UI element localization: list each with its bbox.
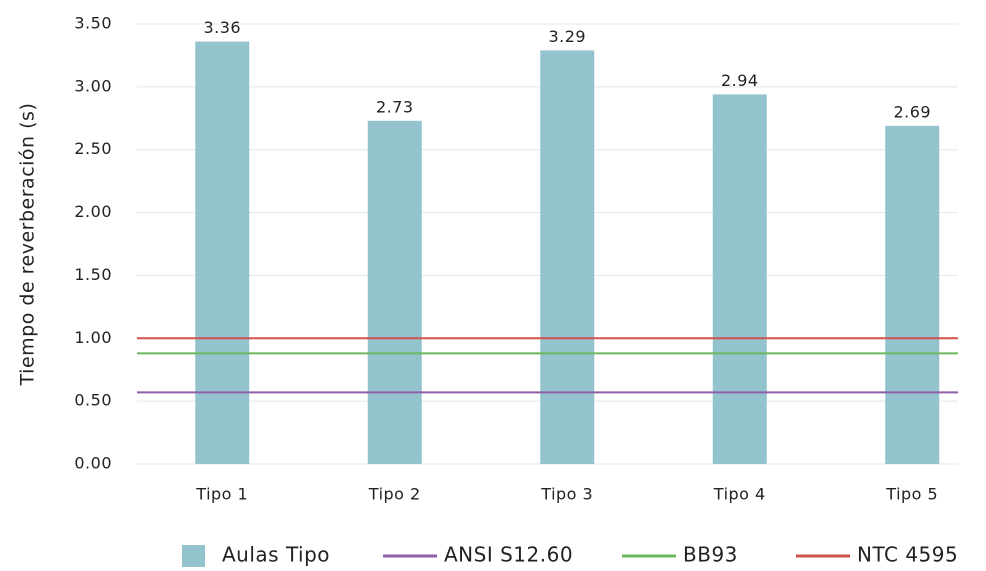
- data-label: 3.29: [548, 27, 586, 46]
- bar: [885, 125, 940, 464]
- y-tick-label: 1.00: [74, 328, 112, 347]
- bar: [195, 41, 250, 464]
- bar: [367, 120, 422, 465]
- data-label: 3.36: [203, 18, 241, 37]
- legend-label: BB93: [683, 543, 738, 567]
- bar: [712, 94, 767, 465]
- y-tick-label: 1.50: [74, 265, 112, 284]
- legend-label: Aulas Tipo: [222, 543, 330, 567]
- x-tick-label: Tipo 3: [540, 485, 593, 504]
- legend-label: NTC 4595: [857, 543, 958, 567]
- y-tick-label: 0.50: [74, 391, 112, 410]
- y-tick-label: 2.00: [74, 202, 112, 221]
- data-label: 2.73: [376, 97, 414, 116]
- data-label: 2.94: [721, 71, 759, 90]
- x-tick-label: Tipo 4: [713, 485, 766, 504]
- y-tick-label: 3.00: [74, 76, 112, 95]
- legend-label: ANSI S12.60: [444, 543, 573, 567]
- legend-swatch: [182, 545, 205, 567]
- y-tick-label: 2.50: [74, 139, 112, 158]
- y-tick-label: 3.50: [74, 14, 112, 33]
- x-tick-label: Tipo 2: [368, 485, 421, 504]
- x-tick-label: Tipo 1: [195, 485, 248, 504]
- data-label: 2.69: [893, 102, 931, 121]
- x-tick-label: Tipo 5: [885, 485, 938, 504]
- bar: [540, 50, 595, 465]
- y-axis-label: Tiempo de reverberación (s): [17, 103, 39, 387]
- y-tick-label: 0.00: [74, 454, 112, 473]
